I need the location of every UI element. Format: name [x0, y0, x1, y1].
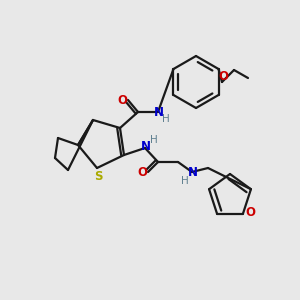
Text: O: O — [218, 70, 228, 83]
Text: N: N — [141, 140, 151, 154]
Text: H: H — [162, 114, 170, 124]
Text: N: N — [188, 167, 198, 179]
Text: H: H — [150, 135, 158, 145]
Text: O: O — [137, 167, 147, 179]
Text: O: O — [245, 206, 255, 219]
Text: N: N — [154, 106, 164, 118]
Text: H: H — [181, 176, 189, 186]
Text: O: O — [117, 94, 127, 106]
Text: S: S — [94, 169, 102, 182]
